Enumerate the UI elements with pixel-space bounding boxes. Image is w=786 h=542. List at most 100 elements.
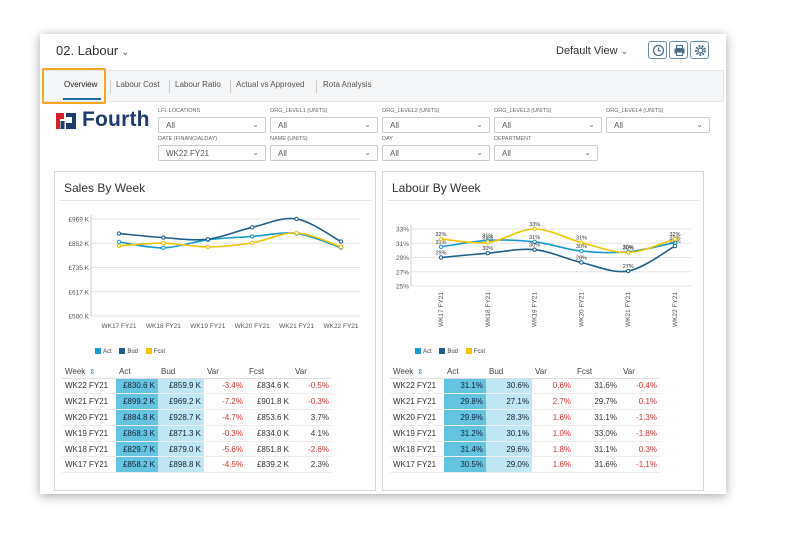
- filter-department[interactable]: All ⌄: [494, 145, 598, 161]
- table-cell: 30.6%: [486, 378, 532, 395]
- data-point: [438, 236, 444, 242]
- table-cell: WK18 FY21: [62, 441, 116, 458]
- filter-day[interactable]: All ⌄: [382, 145, 490, 161]
- table-cell: 3.7%: [292, 409, 332, 426]
- table-cell: -7.2%: [204, 393, 246, 411]
- data-point: [250, 240, 255, 246]
- data-point: [205, 244, 211, 250]
- sort-icon[interactable]: ⇕: [417, 369, 424, 377]
- chevron-down-icon: ⌄: [696, 120, 703, 129]
- legend-swatch: [415, 348, 421, 354]
- divider: [59, 200, 371, 201]
- filter-value: All: [614, 121, 623, 130]
- filter-lfl-locations[interactable]: All ⌄: [158, 117, 266, 133]
- settings-button[interactable]: [690, 41, 709, 59]
- column-header[interactable]: Week ⇕: [390, 366, 444, 379]
- filter-label: NAME (UNITS): [270, 136, 308, 142]
- data-point: [338, 239, 344, 244]
- table-row: WK20 FY21 £884.8 K £928.7 K -4.7% £853.6 K 3.…: [62, 409, 332, 426]
- divider: [387, 200, 699, 201]
- legend-label: Act: [103, 349, 112, 355]
- table-row: WK21 FY21 £899.2 K £969.2 K -7.2% £901.8 K -0…: [62, 393, 332, 411]
- data-label: 30%: [623, 246, 634, 252]
- y-tick-label: £852 K: [68, 241, 89, 248]
- data-point: [250, 234, 255, 239]
- column-header[interactable]: Act: [444, 366, 486, 379]
- data-point: [579, 260, 584, 265]
- data-label: 31%: [576, 236, 587, 242]
- column-header[interactable]: Bud: [158, 366, 204, 379]
- tab-separator: [316, 80, 317, 93]
- y-tick-label: 33%: [396, 227, 409, 234]
- table-cell: £834.6 K: [246, 378, 292, 395]
- column-header[interactable]: Var: [292, 366, 332, 379]
- data-label: 30%: [482, 246, 493, 252]
- table-cell: 0.1%: [620, 393, 660, 411]
- table-cell: 27.1%: [486, 393, 532, 411]
- column-header-label: Fcst: [249, 367, 265, 377]
- tab-rota-analysis[interactable]: Rota Analysis: [323, 80, 372, 89]
- chevron-down-icon: ⌄: [252, 120, 259, 129]
- data-point: [116, 239, 122, 245]
- tab-separator: [110, 80, 111, 93]
- table-header-row: Week ⇕ Act Bud Var Fcst Var: [390, 366, 660, 379]
- data-point: [116, 231, 122, 236]
- filter-label: LFL LOCATIONS: [158, 108, 201, 114]
- y-tick-label: £969 K: [68, 217, 89, 224]
- table-cell: -0.3%: [204, 425, 246, 442]
- labour-table: Week ⇕ Act Bud Var Fcst Var WK22 FY21 31.1% 30.6%…: [390, 366, 660, 474]
- column-header[interactable]: Var: [620, 366, 660, 379]
- column-header[interactable]: Fcst: [246, 366, 292, 379]
- table-cell: -0.4%: [620, 378, 660, 395]
- tab-overview[interactable]: Overview: [64, 80, 98, 89]
- filter-org-level4[interactable]: All ⌄: [606, 117, 710, 133]
- data-label: 30%: [576, 244, 587, 250]
- data-label: 32%: [669, 232, 680, 238]
- filter-org-level1[interactable]: All ⌄: [270, 117, 378, 133]
- tab-labour-cost[interactable]: Labour Cost: [116, 80, 160, 89]
- data-point: [532, 247, 537, 252]
- view-selector[interactable]: Default View ⌄: [556, 45, 628, 57]
- table-row: WK18 FY21 £829.7 K £879.0 K -5.6% £851.8 K -2…: [62, 441, 332, 458]
- tab-actual-vs-approved[interactable]: Actual vs Approved: [236, 80, 305, 89]
- sort-icon[interactable]: ⇕: [89, 369, 96, 377]
- x-tick-label: WK21 FY21: [279, 323, 314, 330]
- column-header[interactable]: Week ⇕: [62, 366, 116, 379]
- data-label: 27%: [623, 264, 634, 270]
- column-header[interactable]: Act: [116, 366, 158, 379]
- x-tick-label: WK17 FY21: [101, 323, 136, 330]
- table-row: WK17 FY21 30.5% 29.0% 1.6% 31.6% -1.1%: [390, 456, 660, 474]
- table-cell: £901.8 K: [246, 393, 292, 411]
- table-cell: £839.2 K: [246, 456, 292, 474]
- filter-date[interactable]: WK22 FY21 ⌄: [158, 145, 266, 161]
- filter-org-level2[interactable]: All ⌄: [382, 117, 490, 133]
- column-header[interactable]: Var: [204, 366, 246, 379]
- filter-org-level3[interactable]: All ⌄: [494, 117, 602, 133]
- filter-name-units[interactable]: All ⌄: [270, 145, 378, 161]
- x-tick-label: WK21 FY21: [625, 292, 632, 327]
- view-label: Default View: [556, 45, 618, 57]
- column-header[interactable]: Fcst: [574, 366, 620, 379]
- tab-separator: [169, 80, 170, 93]
- chevron-down-icon: ⌄: [121, 47, 130, 58]
- data-point: [161, 245, 166, 251]
- history-button[interactable]: [648, 41, 667, 59]
- column-header[interactable]: Var: [532, 366, 574, 379]
- table-cell: -4.5%: [204, 456, 246, 474]
- series-line-bud: [440, 245, 676, 273]
- dashboard-title-dropdown[interactable]: 02. Labour ⌄: [56, 43, 130, 58]
- table-cell: 31.2%: [444, 425, 486, 442]
- table-cell: -0.3%: [292, 393, 332, 411]
- data-point: [161, 241, 166, 246]
- dashboard-window: 02. Labour ⌄ Default View ⌄ Overview Labou…: [40, 34, 726, 494]
- legend-item: Act: [95, 348, 112, 355]
- column-header[interactable]: Bud: [486, 366, 532, 379]
- column-header-label: Fcst: [577, 367, 593, 377]
- print-button[interactable]: [669, 41, 688, 59]
- table-cell: 30.5%: [444, 456, 486, 474]
- data-point: [579, 240, 584, 245]
- tab-labour-ratio[interactable]: Labour Ratio: [175, 80, 221, 89]
- chevron-down-icon: ⌄: [364, 148, 371, 157]
- table-cell: -1.3%: [620, 409, 660, 426]
- table-cell: -4.7%: [204, 409, 246, 426]
